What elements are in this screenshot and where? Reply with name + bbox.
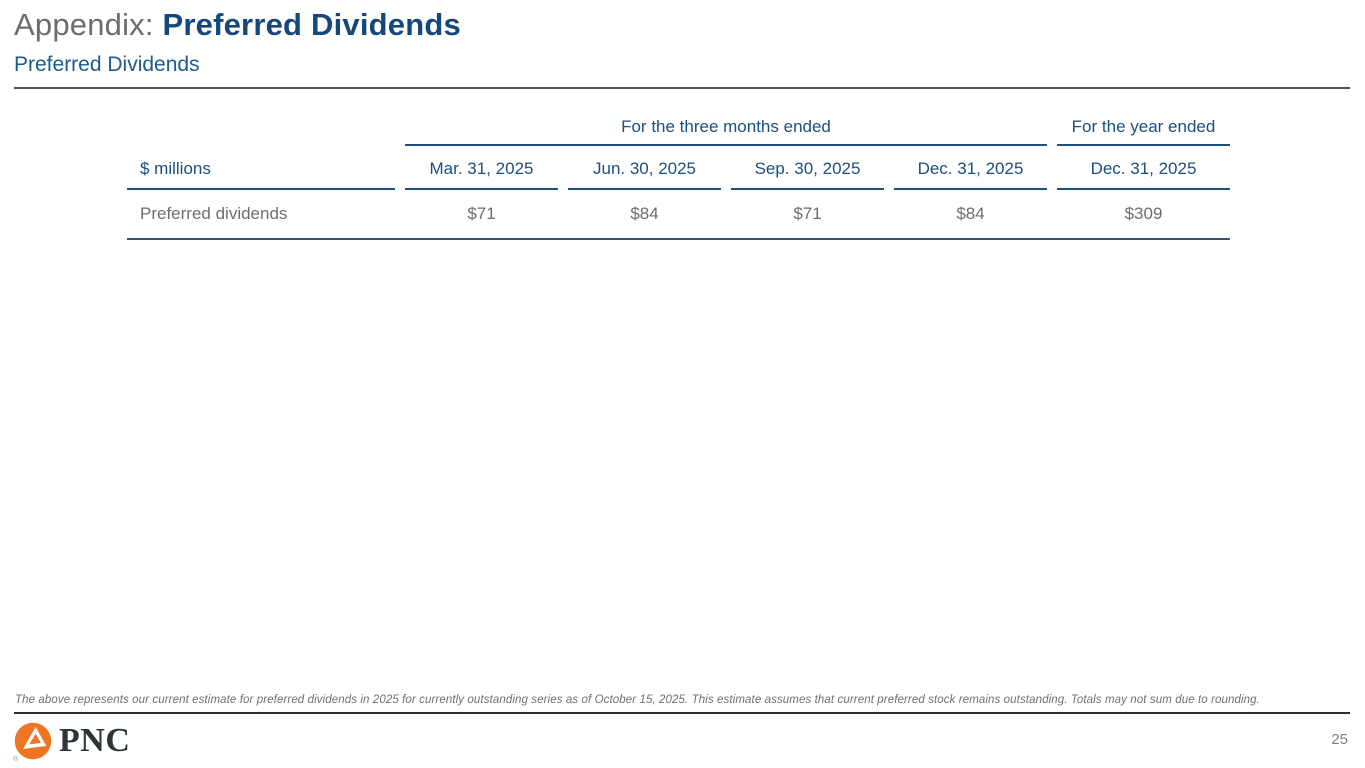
pnc-wordmark: PNC [59, 722, 131, 759]
slide-subtitle: Preferred Dividends [14, 53, 200, 76]
pnc-emblem-icon: ® [13, 722, 52, 763]
page-number: 25 [1331, 731, 1348, 748]
registered-mark: ® [13, 756, 19, 763]
column-header-q4: Dec. 31, 2025 [894, 146, 1047, 190]
column-header-q2: Jun. 30, 2025 [568, 146, 721, 190]
units-label: $ millions [127, 146, 395, 190]
preferred-dividends-table: For the three months ended For the year … [127, 111, 1230, 240]
pnc-logo: ® PNC [13, 722, 131, 763]
footnote: The above represents our current estimat… [15, 694, 1260, 706]
value-year: $309 [1124, 204, 1163, 223]
value-q4: $84 [956, 204, 985, 223]
value-q2: $84 [630, 204, 659, 223]
column-header-q1: Mar. 31, 2025 [405, 146, 558, 190]
table-bottom-divider [127, 238, 1230, 240]
title-emphasis: Preferred Dividends [162, 7, 461, 42]
group-header-spacer [127, 111, 395, 146]
column-header-year: Dec. 31, 2025 [1057, 146, 1230, 190]
value-q1: $71 [467, 204, 496, 223]
page-title: Appendix: Preferred Dividends [14, 7, 461, 43]
group-header-year: For the year ended [1057, 111, 1230, 146]
row-label: Preferred dividends [140, 204, 288, 223]
footer-divider [14, 712, 1350, 714]
value-q3: $71 [793, 204, 822, 223]
header-divider [14, 87, 1350, 89]
column-header-q3: Sep. 30, 2025 [731, 146, 884, 190]
title-prefix: Appendix: [14, 7, 154, 42]
group-header-quarters: For the three months ended [405, 111, 1047, 146]
